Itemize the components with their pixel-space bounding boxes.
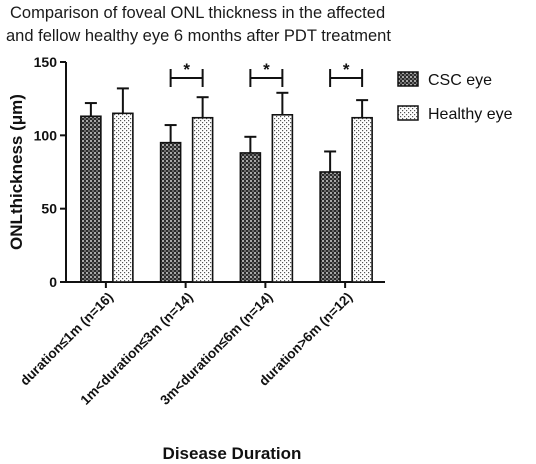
- bar-healthy-3: [351, 116, 373, 283]
- y-tick-label: 0: [49, 274, 57, 290]
- bars-group: [80, 87, 373, 283]
- y-tick-label: 50: [41, 201, 57, 217]
- bar-healthy-2: [271, 114, 294, 283]
- legend-swatch-0: [397, 71, 419, 87]
- bar-csc-2: [239, 152, 262, 283]
- bar-csc-0: [80, 115, 102, 283]
- significance-star: *: [183, 60, 190, 79]
- legend-label-1: Healthy eye: [428, 106, 513, 123]
- legend-label-0: CSC eye: [428, 72, 492, 89]
- y-tick-label: 150: [34, 54, 58, 70]
- significance-markers: * * *: [169, 60, 364, 87]
- significance-star: *: [343, 60, 350, 79]
- y-axis-label: ONLthickness (μm): [7, 94, 26, 250]
- significance-star: *: [263, 60, 270, 79]
- x-axis-label: Disease Duration: [163, 444, 302, 463]
- legend-swatch-1: [397, 105, 419, 121]
- legend: CSC eye Healthy eye: [397, 71, 513, 123]
- chart-title-line-2: and fellow healthy eye 6 months after PD…: [6, 27, 391, 45]
- y-tick-label: 100: [34, 127, 58, 143]
- bar-csc-3: [319, 171, 341, 283]
- bar-csc-1: [159, 141, 182, 283]
- category-labels: duration≤1m (n=16)1m<duration≤3m (n=14)3…: [17, 290, 355, 408]
- chart-title-line-1: Comparison of foveal ONL thickness in th…: [10, 4, 385, 22]
- bar-healthy-1: [191, 116, 214, 283]
- bar-healthy-0: [112, 112, 134, 283]
